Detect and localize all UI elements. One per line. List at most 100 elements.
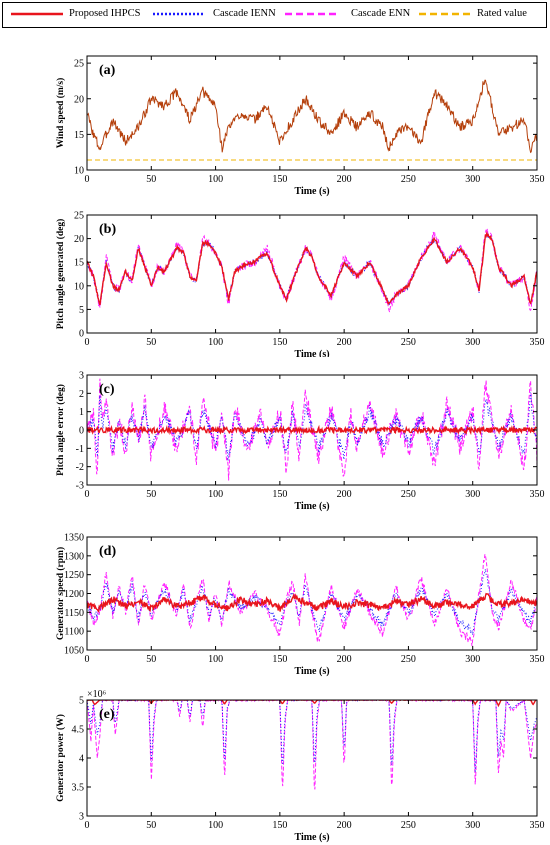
x-tick-label: 300: [465, 337, 480, 348]
y-axis-label: Wind speed (m/s): [55, 78, 66, 149]
series-line: [87, 228, 537, 313]
panel-label: (e): [99, 707, 115, 722]
y-axis-label: Pitch angle error (deg): [55, 384, 66, 476]
x-tick-label: 250: [401, 337, 416, 348]
axis-multiplier: ×10⁶: [87, 689, 107, 700]
y-tick-label: 3: [79, 371, 84, 382]
x-tick-label: 0: [85, 654, 90, 665]
y-tick-label: 1350: [64, 533, 84, 544]
y-axis-label: Generator power (W): [55, 714, 66, 802]
x-tick-label: 250: [401, 174, 416, 185]
series-line: [87, 232, 537, 306]
series-line: [87, 392, 537, 461]
axes-frame: [86, 55, 538, 171]
x-tick-label: 150: [272, 654, 287, 665]
axes-frame: [86, 214, 538, 334]
x-tick-label: 150: [272, 174, 287, 185]
y-tick-label: 1200: [64, 589, 84, 600]
x-axis-label: Time (s): [294, 349, 329, 357]
y-tick-label: -3: [76, 481, 84, 492]
x-tick-label: 200: [337, 489, 352, 500]
x-tick-label: 350: [530, 337, 545, 348]
series-line: [87, 230, 537, 306]
panel-label: (d): [99, 544, 116, 559]
y-tick-label: 0: [79, 426, 84, 437]
chart-wind-speed: 0 50 100 150 200 250 300 350 10 15 20 25 Time (s) Win…: [55, 55, 545, 197]
x-tick-label: 350: [530, 174, 545, 185]
y-tick-label: 2: [79, 389, 84, 400]
x-tick-label: 250: [401, 820, 416, 831]
chart-pitch-angle: 0 50 100 150 200 250 300 350 0 5 10 15 20 25 Time (s) P…: [55, 211, 545, 358]
y-tick-label: 4.5: [72, 725, 85, 736]
x-tick-label: 50: [146, 174, 156, 185]
legend-swatch-ihpcs: [11, 12, 63, 16]
x-tick-label: 250: [401, 654, 416, 665]
panel-label: (b): [99, 222, 116, 237]
series-line: [87, 700, 537, 773]
x-tick-label: 50: [146, 489, 156, 500]
series-line: [87, 79, 537, 154]
y-tick-label: 1300: [64, 551, 84, 562]
series-line: [87, 568, 537, 635]
x-tick-label: 150: [272, 337, 287, 348]
x-axis-label: Time (s): [294, 501, 329, 512]
x-axis-label: Time (s): [294, 832, 329, 843]
y-tick-label: 10: [74, 281, 84, 292]
legend-label: Proposed IHPCS: [69, 8, 141, 19]
x-tick-label: 0: [85, 489, 90, 500]
y-tick-label: 15: [74, 130, 84, 141]
x-tick-label: 200: [337, 337, 352, 348]
x-tick-label: 300: [465, 174, 480, 185]
y-axis-label: Pitch angle generated (deg): [55, 219, 66, 330]
y-tick-label: 25: [74, 211, 84, 222]
x-tick-label: 100: [208, 174, 223, 185]
y-tick-label: 15: [74, 258, 84, 269]
chart-pitch-error: 0 50 100 150 200 250 300 350 -3 -2 -1 0 1 2 3 Time (s) P…: [55, 371, 545, 513]
y-tick-label: 1: [79, 407, 84, 418]
y-tick-label: 1150: [64, 608, 84, 619]
legend-label: Cascade ENN: [351, 8, 411, 19]
y-tick-label: 1100: [64, 627, 84, 638]
series-line: [87, 554, 537, 647]
chart-generator-power: 0 50 100 150 200 250 300 350 3 3.5 4 4.5 5 Time (s) Ge…: [55, 689, 545, 843]
y-tick-label: 1250: [64, 570, 84, 581]
x-tick-label: 300: [465, 820, 480, 831]
series-line: [87, 592, 537, 613]
x-tick-label: 200: [337, 654, 352, 665]
x-tick-label: 350: [530, 489, 545, 500]
x-tick-label: 350: [530, 654, 545, 665]
y-tick-label: -2: [76, 462, 84, 473]
y-tick-label: 20: [74, 234, 84, 245]
y-tick-label: 5: [79, 696, 84, 707]
x-tick-label: 350: [530, 820, 545, 831]
x-tick-label: 150: [272, 820, 287, 831]
x-tick-label: 0: [85, 337, 90, 348]
y-tick-label: 5: [79, 305, 84, 316]
legend-label: Cascade IENN: [213, 8, 276, 19]
legend: Proposed IHPCS Cascade IENN Cascade ENN …: [2, 2, 547, 28]
x-tick-label: 100: [208, 337, 223, 348]
x-tick-label: 250: [401, 489, 416, 500]
x-tick-label: 100: [208, 489, 223, 500]
y-tick-label: 0: [79, 329, 84, 340]
legend-swatch-rated: [419, 12, 471, 16]
panel-label: (c): [99, 382, 115, 397]
y-tick-label: 3: [79, 812, 84, 823]
x-tick-label: 100: [208, 820, 223, 831]
legend-swatch-enn: [285, 12, 337, 16]
y-tick-label: 3.5: [72, 783, 85, 794]
y-tick-label: 1050: [64, 646, 84, 657]
x-tick-label: 100: [208, 654, 223, 665]
y-axis-label: Generator speed (rpm): [55, 547, 66, 640]
x-tick-label: 50: [146, 820, 156, 831]
x-axis-label: Time (s): [294, 666, 329, 677]
x-tick-label: 200: [337, 174, 352, 185]
x-tick-label: 150: [272, 489, 287, 500]
y-tick-label: 4: [79, 754, 84, 765]
y-tick-label: 20: [74, 94, 84, 105]
panel-label: (a): [99, 63, 116, 78]
x-tick-label: 300: [465, 489, 480, 500]
x-axis-label: Time (s): [294, 186, 329, 197]
y-tick-label: -1: [76, 444, 84, 455]
x-tick-label: 50: [146, 654, 156, 665]
